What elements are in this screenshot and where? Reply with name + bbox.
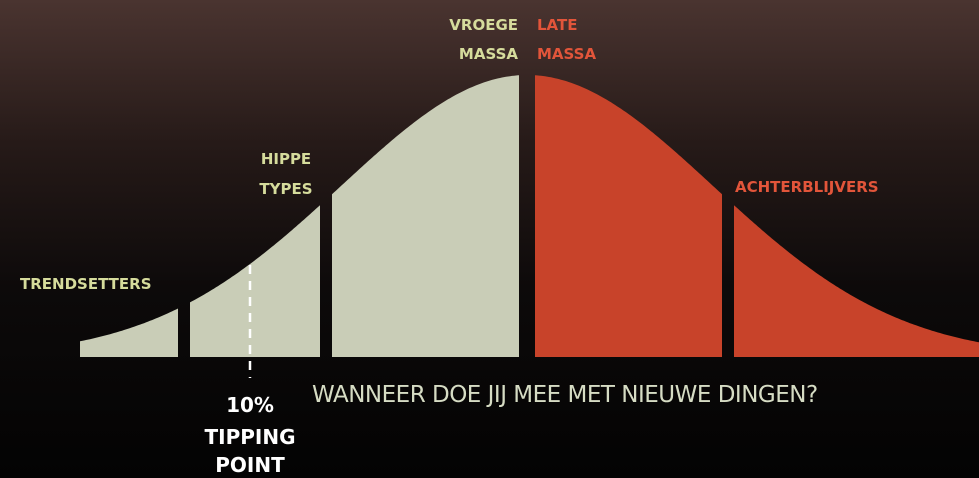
label: TRENDSETTERS: [20, 275, 152, 293]
label: MASSA: [459, 45, 518, 63]
tipping-label: POINT: [215, 453, 285, 477]
label: MASSA: [537, 45, 596, 63]
label: TYPES: [259, 180, 312, 198]
label: HIPPE: [261, 150, 311, 168]
label: LATE: [537, 16, 577, 34]
tipping-label: 10%: [226, 393, 274, 417]
tipping-label: TIPPING: [205, 425, 296, 449]
label: VROEGE: [449, 16, 518, 34]
label: ACHTERBLIJVERS: [735, 178, 879, 196]
diagram: TRENDSETTERS HIPPE TYPES VROEGE MASSA LA…: [0, 0, 979, 478]
question: WANNEER DOE JIJ MEE MET NIEUWE DINGEN?: [312, 382, 818, 408]
page: TRENDSETTERS HIPPE TYPES VROEGE MASSA LA…: [0, 0, 979, 478]
